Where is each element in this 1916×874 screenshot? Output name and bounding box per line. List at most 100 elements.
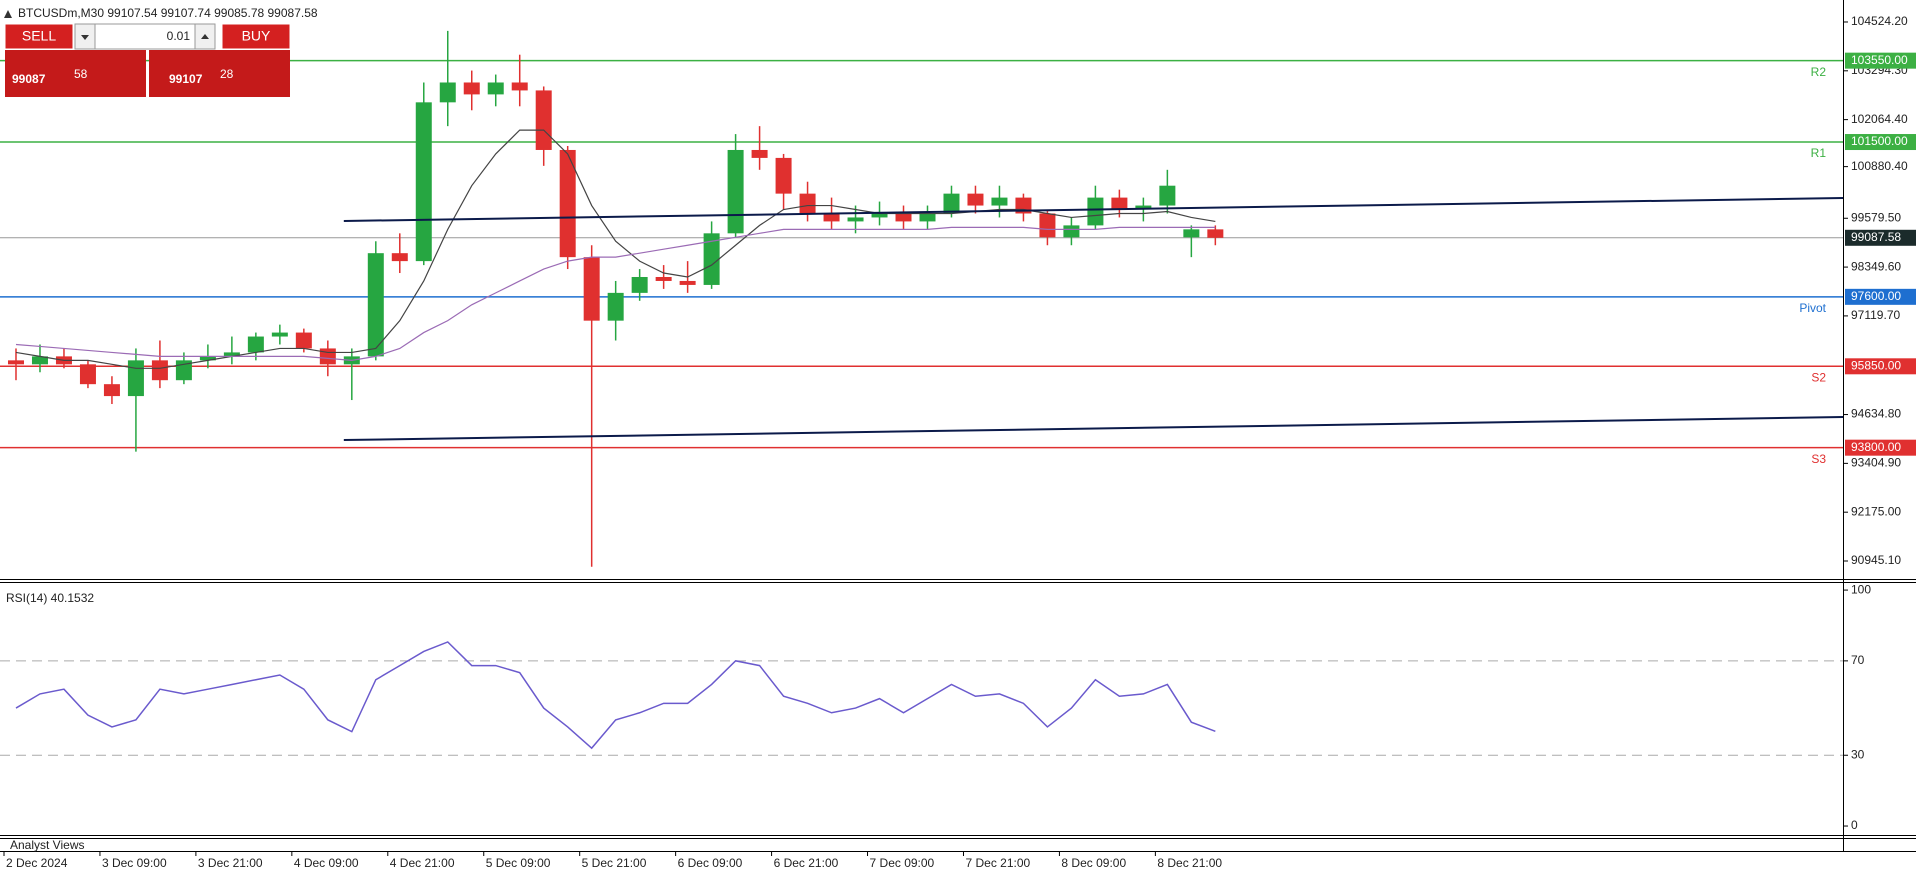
y-tick-label: 90945.10	[1851, 553, 1901, 567]
candle-body	[415, 102, 432, 262]
candle-body	[943, 193, 960, 214]
level-name: R2	[1811, 65, 1827, 79]
moving-average	[15, 129, 1216, 369]
last-price-label: 99087.58	[1851, 230, 1901, 244]
candle-body	[511, 82, 528, 91]
level-price-label: 97600.00	[1851, 289, 1901, 303]
x-tick-label: 8 Dec 09:00	[1061, 856, 1126, 870]
x-tick-label: 8 Dec 21:00	[1157, 856, 1222, 870]
trendline	[343, 196, 1844, 223]
level-name: S2	[1811, 370, 1826, 384]
y-tick-label: 0	[1851, 818, 1858, 832]
bid-box[interactable]	[5, 50, 146, 97]
x-tick-label: 7 Dec 09:00	[870, 856, 935, 870]
candle-body	[919, 213, 936, 222]
level-price-box	[1845, 358, 1916, 375]
candle-body	[535, 90, 552, 150]
y-tick-label: 100	[1851, 582, 1871, 596]
candle-body	[127, 360, 144, 397]
candle-body	[7, 360, 24, 365]
ask-main: 99107	[169, 72, 203, 86]
rsi-header: RSI(14) 40.1532	[6, 591, 94, 605]
candle-body	[871, 213, 888, 218]
candle-body	[823, 213, 840, 222]
candle-body	[1183, 229, 1200, 238]
volume-input[interactable]	[94, 23, 196, 50]
candle-body	[247, 336, 264, 353]
candle-body	[799, 193, 816, 214]
x-tick-label: 5 Dec 09:00	[486, 856, 551, 870]
candle-body	[847, 217, 864, 222]
level-name: Pivot	[1799, 301, 1826, 315]
level-name: S3	[1811, 452, 1826, 466]
candle-body	[1039, 213, 1056, 238]
candle-body	[1087, 197, 1104, 226]
x-tick-label: 2 Dec 2024	[6, 856, 68, 870]
y-tick-label: 93404.90	[1851, 456, 1901, 470]
candle-body	[103, 384, 120, 397]
down-arrow	[81, 35, 89, 40]
sell-button[interactable]	[4, 23, 74, 50]
candle-body	[583, 257, 600, 321]
buy-label[interactable]: BUY	[242, 28, 271, 44]
y-tick-label: 97119.70	[1851, 308, 1900, 322]
y-tick-label: 104524.20	[1851, 14, 1908, 28]
volume-value[interactable]: 0.01	[167, 29, 191, 43]
y-tick-label: 94634.80	[1851, 407, 1901, 421]
moving-average	[15, 226, 1216, 361]
collapse-icon[interactable]	[4, 10, 12, 18]
candle-body	[751, 149, 768, 158]
candle-body	[31, 356, 48, 365]
candle-body	[895, 213, 912, 222]
level-price-label: 95850.00	[1851, 358, 1901, 372]
candle-body	[79, 364, 96, 385]
buy-button[interactable]	[221, 23, 291, 50]
x-tick-label: 3 Dec 21:00	[198, 856, 263, 870]
candle-body	[1063, 225, 1080, 238]
bid-main: 99087	[12, 72, 46, 86]
candle-body	[487, 82, 504, 95]
candle-body	[199, 356, 216, 361]
x-tick-label: 4 Dec 21:00	[390, 856, 455, 870]
y-tick-label: 70	[1851, 653, 1865, 667]
candle-body	[1207, 229, 1224, 238]
candle-body	[631, 276, 648, 293]
x-tick-label: 4 Dec 09:00	[294, 856, 359, 870]
level-price-label: 101500.00	[1851, 134, 1908, 148]
y-tick-label: 102064.40	[1851, 112, 1908, 126]
candle-body	[391, 253, 408, 262]
level-price-box	[1845, 134, 1916, 151]
y-tick-label: 92175.00	[1851, 504, 1901, 518]
candle-body	[679, 280, 696, 285]
y-tick-label: 100880.40	[1851, 159, 1908, 173]
candle-body	[991, 197, 1008, 206]
candle-body	[439, 82, 456, 103]
symbol-header: BTCUSDm,M30 99107.54 99107.74 99085.78 9…	[18, 6, 318, 20]
candle-body	[967, 193, 984, 206]
candle-body	[151, 360, 168, 381]
candle-body	[1135, 205, 1152, 210]
level-price-box	[1845, 439, 1916, 456]
analyst-tab[interactable]: Analyst Views	[10, 838, 84, 852]
x-tick-label: 5 Dec 21:00	[582, 856, 647, 870]
candle-body	[559, 149, 576, 258]
last-price-box	[1845, 229, 1916, 246]
trade-panel: SELL 0.01 BUY 99087 58 99107 28	[4, 23, 291, 97]
ask-big: 28	[220, 67, 234, 81]
sell-label[interactable]: SELL	[22, 28, 56, 44]
y-tick-label: 98349.60	[1851, 259, 1901, 273]
candle-body	[703, 233, 720, 285]
trendline	[343, 416, 1844, 442]
rsi-line	[15, 641, 1216, 750]
level-price-label: 103550.00	[1851, 53, 1908, 67]
up-arrow	[201, 34, 209, 39]
candle-body	[319, 348, 336, 365]
ask-box[interactable]	[149, 50, 290, 97]
candle-body	[367, 253, 384, 357]
candle-body	[1159, 185, 1176, 206]
x-tick-label: 7 Dec 21:00	[965, 856, 1030, 870]
candle-body	[607, 292, 624, 321]
candle-body	[1111, 197, 1128, 210]
